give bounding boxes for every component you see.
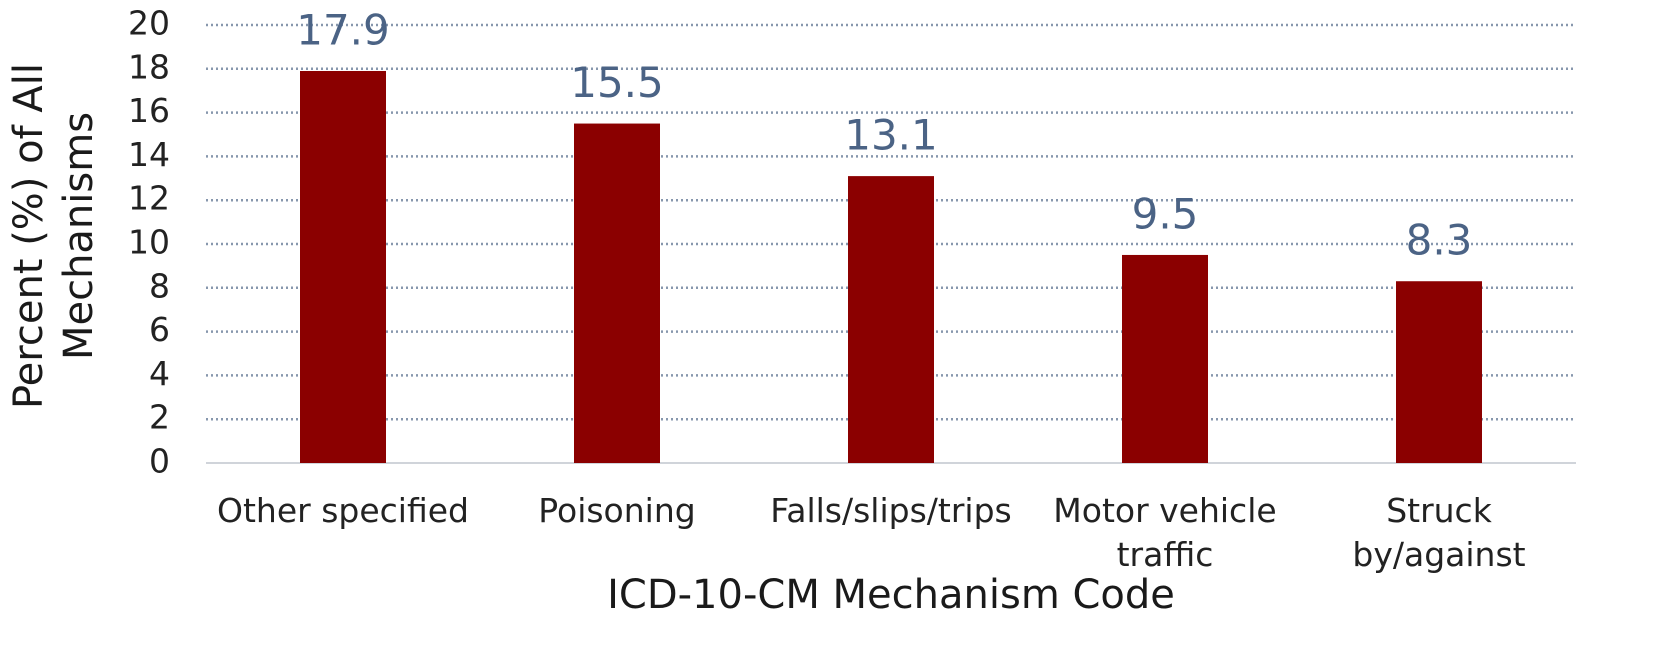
bar: [300, 70, 386, 464]
x-tick-label: Falls/slips/trips: [770, 491, 1012, 530]
x-tick-label: Motor vehicle traffic: [1053, 491, 1277, 574]
y-tick-label: 2: [149, 398, 170, 437]
x-tick-label: Struck by/against: [1352, 491, 1526, 574]
y-tick-label: 12: [128, 179, 170, 218]
data-label: 13.1: [844, 111, 938, 160]
data-label: 9.5: [1132, 189, 1199, 238]
bar: [574, 123, 660, 464]
y-tick-label: 6: [149, 310, 170, 349]
bar: [1122, 254, 1208, 463]
y-tick-label: 14: [128, 135, 170, 174]
x-tick-label: Poisoning: [538, 491, 696, 530]
y-tick-label: 8: [149, 266, 170, 305]
data-label: 17.9: [296, 5, 390, 54]
y-tick-label: 4: [149, 354, 170, 393]
bar: [848, 176, 934, 464]
data-label: 15.5: [570, 58, 664, 107]
y-tick-label: 16: [128, 91, 170, 130]
y-tick-label: 0: [149, 442, 170, 481]
bar: [1396, 281, 1482, 463]
y-tick-label: 10: [128, 223, 170, 262]
data-label: 8.3: [1406, 216, 1473, 265]
x-axis-title: ICD-10-CM Mechanism Code: [607, 572, 1175, 618]
y-tick-label: 18: [128, 47, 170, 86]
y-tick-label: 20: [128, 4, 170, 43]
y-axis-title: Percent (%) of All Mechanisms: [6, 63, 102, 410]
x-tick-label: Other specified: [217, 491, 469, 530]
